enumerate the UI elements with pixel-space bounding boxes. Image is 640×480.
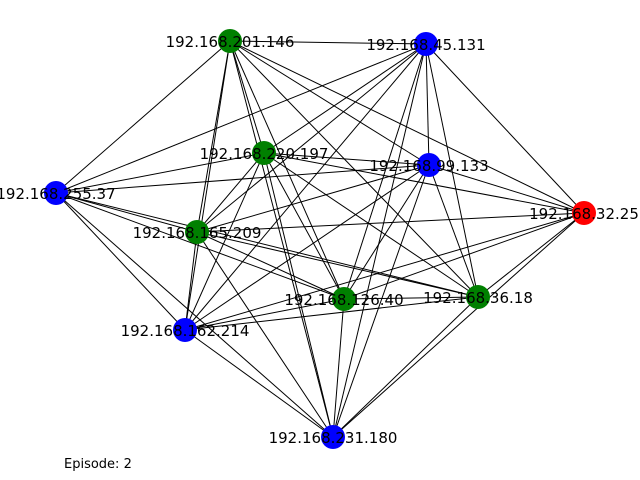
edge-n220-n165 bbox=[196, 152, 265, 233]
node-label-n220: 192.168.220.197 bbox=[200, 145, 329, 163]
node-layer bbox=[44, 29, 596, 449]
node-label-n126: 192.168.126.40 bbox=[284, 291, 403, 309]
node-label-n32: 192.168.32.25 bbox=[529, 205, 639, 223]
edge-n36-n162 bbox=[184, 296, 479, 331]
node-label-n45: 192.168.45.131 bbox=[366, 36, 485, 54]
edge-n99-n32 bbox=[428, 164, 585, 214]
edge-n45-n36 bbox=[425, 43, 479, 298]
edge-n45-n165 bbox=[196, 43, 427, 233]
node-n165 bbox=[185, 220, 209, 244]
edge-n201-n45 bbox=[229, 40, 427, 45]
edge-n201-n99 bbox=[229, 40, 430, 166]
node-label-n162: 192.168.162.214 bbox=[121, 322, 250, 340]
node-label-n99: 192.168.99.133 bbox=[369, 157, 488, 175]
edge-n99-n126 bbox=[343, 164, 430, 300]
node-n36 bbox=[466, 285, 490, 309]
edge-n126-n162 bbox=[184, 298, 345, 331]
edge-n45-n220 bbox=[263, 43, 427, 154]
edge-n32-n36 bbox=[477, 212, 585, 298]
edge-n201-n255 bbox=[55, 40, 231, 194]
edge-n201-n32 bbox=[229, 40, 585, 214]
edge-n255-n36 bbox=[55, 192, 479, 298]
edge-n32-n231 bbox=[332, 212, 585, 438]
edge-n220-n162 bbox=[184, 152, 265, 331]
episode-label: Episode: 2 bbox=[64, 457, 132, 472]
node-n255 bbox=[44, 181, 68, 205]
edge-n165-n36 bbox=[196, 231, 479, 298]
edge-n201-n36 bbox=[229, 40, 479, 298]
edge-n220-n32 bbox=[263, 152, 585, 214]
edge-n220-n255 bbox=[55, 152, 265, 194]
node-n32 bbox=[572, 201, 596, 225]
node-n231 bbox=[321, 425, 345, 449]
node-label-n36: 192.168.36.18 bbox=[423, 289, 533, 307]
edge-n126-n231 bbox=[332, 298, 345, 438]
edge-n99-n162 bbox=[184, 164, 430, 331]
node-n99 bbox=[417, 153, 441, 177]
edge-n126-n36 bbox=[343, 296, 479, 300]
edge-n165-n162 bbox=[184, 231, 198, 331]
node-label-n255: 192.168.255.37 bbox=[0, 185, 116, 203]
node-label-n165: 192.168.165.209 bbox=[133, 224, 262, 242]
edge-n32-n165 bbox=[196, 212, 585, 233]
node-n201 bbox=[218, 29, 242, 53]
edge-n220-n36 bbox=[263, 152, 479, 298]
edge-n255-n165 bbox=[55, 192, 198, 233]
edge-n45-n32 bbox=[425, 43, 585, 214]
node-n220 bbox=[252, 141, 276, 165]
edge-n255-n126 bbox=[55, 192, 345, 300]
edge-n99-n36 bbox=[428, 164, 479, 298]
node-n126 bbox=[332, 287, 356, 311]
edge-n201-n165 bbox=[196, 40, 231, 233]
label-layer: 192.168.201.146 192.168.45.131 192.168.220… bbox=[0, 33, 639, 447]
edge-n99-n255 bbox=[55, 164, 430, 194]
edge-n165-n126 bbox=[196, 231, 345, 300]
node-label-n201: 192.168.201.146 bbox=[166, 33, 295, 51]
node-label-n231: 192.168.231.180 bbox=[269, 429, 398, 447]
edge-n45-n231 bbox=[332, 43, 427, 438]
edge-n36-n231 bbox=[332, 296, 479, 438]
edge-n45-n99 bbox=[425, 43, 430, 166]
edge-n201-n126 bbox=[229, 40, 345, 300]
edge-n32-n162 bbox=[184, 212, 585, 331]
node-n45 bbox=[414, 32, 438, 56]
edge-n45-n126 bbox=[343, 43, 427, 300]
edge-n99-n165 bbox=[196, 164, 430, 233]
edge-n220-n99 bbox=[263, 152, 430, 166]
node-n162 bbox=[173, 318, 197, 342]
edge-n255-n231 bbox=[55, 192, 334, 438]
edge-n201-n220 bbox=[229, 40, 265, 154]
edge-n201-n162 bbox=[184, 40, 231, 331]
edge-n45-n162 bbox=[184, 43, 427, 331]
edge-n162-n231 bbox=[184, 329, 334, 438]
edge-n255-n162 bbox=[55, 192, 186, 331]
edge-n165-n231 bbox=[196, 231, 334, 438]
edge-n45-n255 bbox=[55, 43, 427, 194]
edge-n32-n126 bbox=[343, 212, 585, 300]
edge-n220-n231 bbox=[263, 152, 334, 438]
edge-n220-n126 bbox=[263, 152, 345, 300]
edge-n99-n231 bbox=[332, 164, 430, 438]
edge-layer bbox=[55, 40, 585, 438]
edge-n201-n231 bbox=[229, 40, 334, 438]
